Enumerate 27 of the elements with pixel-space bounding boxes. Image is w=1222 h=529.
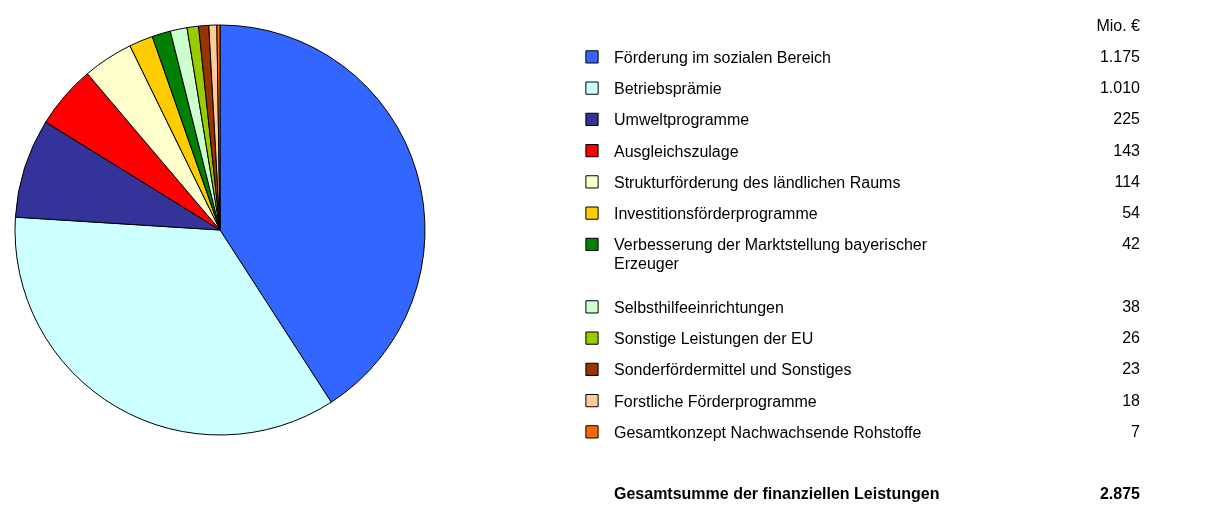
legend-label: Investitionsförderprogramme	[614, 205, 818, 223]
data-label: 7	[1131, 422, 1141, 440]
legend-label: Betriebsprämie	[614, 80, 722, 98]
data-label: 18	[1122, 391, 1141, 409]
data-label: 143	[1113, 141, 1141, 159]
legend-label: Gesamtkonzept Nachwachsende Rohstoffe	[614, 423, 922, 441]
legend-label: Selbsthilfeeinrichtungen	[614, 298, 784, 316]
text: Gesamtsumme der finanziellen Leistungen	[614, 485, 940, 503]
legend-label: Förderung im sozialen Bereich	[614, 48, 831, 66]
legend-title: Mio. €	[1096, 16, 1141, 34]
data-label: 1.010	[1099, 79, 1141, 97]
legend-label: Sonstige Leistungen der EU	[614, 330, 814, 348]
data-label: 23	[1122, 360, 1141, 378]
legend-label: Strukturförderung des ländlichen Raums	[614, 173, 901, 191]
legend-label: Sonderfördermittel und Sonstiges	[614, 361, 852, 379]
data-label: 1.175	[1099, 47, 1141, 65]
legend-label: Umweltprogramme	[614, 111, 750, 129]
data-label: 54	[1122, 204, 1141, 222]
data-label: 225	[1113, 110, 1141, 128]
data-label: 114	[1114, 172, 1141, 190]
data-label: 26	[1122, 329, 1141, 347]
legend-label: Forstliche Förderprogramme	[614, 392, 817, 410]
data-label: 42	[1122, 235, 1141, 253]
legend-label: Ausgleichszulage	[614, 142, 739, 160]
text: 2.875	[1099, 485, 1141, 503]
legend-label: Verbesserung der Marktstellung bayerischer Erzeuger	[614, 236, 928, 273]
data-label: 38	[1122, 297, 1141, 315]
